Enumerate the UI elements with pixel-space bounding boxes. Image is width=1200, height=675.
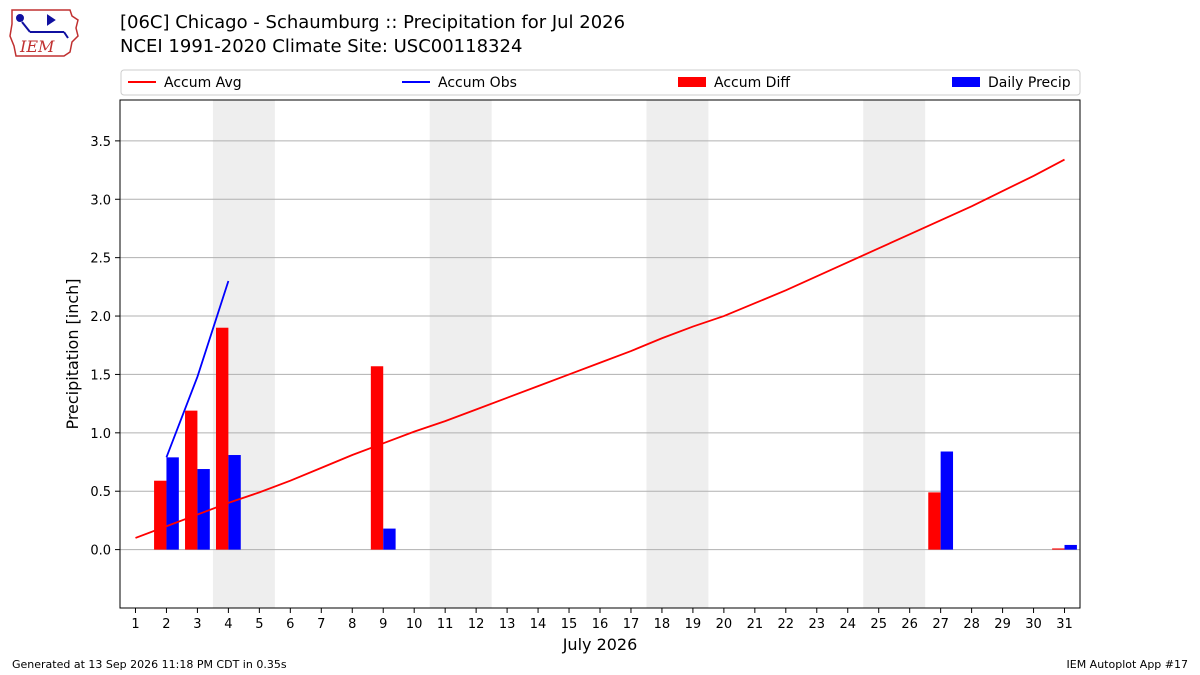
x-tick-label: 14 xyxy=(530,617,547,632)
x-tick-label: 24 xyxy=(839,617,856,632)
x-tick-label: 5 xyxy=(255,617,263,632)
legend-accum-obs-label: Accum Obs xyxy=(438,75,517,91)
y-tick-label: 0.0 xyxy=(90,544,111,559)
x-tick-label: 19 xyxy=(685,617,702,632)
x-tick-label: 15 xyxy=(561,617,578,632)
logo-text: IEM xyxy=(19,37,55,56)
accum-diff-bar xyxy=(154,480,167,550)
x-tick-label: 28 xyxy=(963,617,980,632)
legend-daily-precip-label: Daily Precip xyxy=(988,75,1071,91)
weather-symbols-icon xyxy=(16,14,69,39)
iowa-outline xyxy=(9,9,79,57)
x-tick-label: 25 xyxy=(870,617,887,632)
x-tick-label: 27 xyxy=(932,617,949,632)
accum-diff-bar xyxy=(928,492,941,550)
y-tick-label: 1.0 xyxy=(90,427,111,442)
legend-accum-diff-swatch xyxy=(678,77,706,87)
x-tick-label: 8 xyxy=(348,617,356,632)
weekend-shade xyxy=(863,100,926,608)
chart-subtitle: NCEI 1991-2020 Climate Site: USC00118324 xyxy=(120,36,523,57)
x-tick-label: 20 xyxy=(716,617,733,632)
x-tick-label: 29 xyxy=(994,617,1011,632)
x-tick-label: 31 xyxy=(1056,617,1073,632)
legend-accum-avg-label: Accum Avg xyxy=(164,75,242,91)
y-tick-label: 2.5 xyxy=(90,252,111,267)
x-tick-label: 9 xyxy=(379,617,387,632)
accum-diff-bar xyxy=(185,410,198,550)
x-tick-label: 2 xyxy=(162,617,170,632)
y-tick-label: 0.5 xyxy=(90,485,111,500)
x-tick-label: 7 xyxy=(317,617,325,632)
app-credit: IEM Autoplot App #17 xyxy=(1066,658,1189,671)
y-tick-label: 3.0 xyxy=(90,193,111,208)
chart-title: [06C] Chicago - Schaumburg :: Precipitat… xyxy=(120,12,626,33)
x-tick-label: 3 xyxy=(193,617,201,632)
y-tick-label: 2.0 xyxy=(90,310,111,325)
x-tick-label: 6 xyxy=(286,617,294,632)
iem-logo: IEM xyxy=(8,6,82,62)
accum-diff-bar xyxy=(1052,548,1065,550)
legend-box xyxy=(120,69,1081,96)
daily-precip-bar xyxy=(940,451,954,550)
x-tick-label: 30 xyxy=(1025,617,1042,632)
y-tick-label: 1.5 xyxy=(90,368,111,383)
generated-timestamp: Generated at 13 Sep 2026 11:18 PM CDT in… xyxy=(12,658,287,671)
daily-precip-bar xyxy=(1064,544,1077,550)
legend: Accum Avg Accum Obs Accum Diff Daily Precip xyxy=(120,69,1081,96)
accum-avg-line xyxy=(135,158,1065,539)
y-tick-label: 3.5 xyxy=(90,135,111,150)
y-axis-label: Precipitation [inch] xyxy=(63,278,82,429)
accum-obs-line xyxy=(165,280,230,458)
x-tick-label: 21 xyxy=(747,617,764,632)
legend-daily-precip-swatch xyxy=(952,77,980,87)
weekend-shade xyxy=(646,100,709,608)
x-tick-label: 12 xyxy=(468,617,485,632)
x-tick-label: 16 xyxy=(592,617,609,632)
daily-precip-bar xyxy=(383,528,396,550)
x-tick-label: 26 xyxy=(901,617,918,632)
x-tick-label: 23 xyxy=(809,617,826,632)
x-tick-label: 11 xyxy=(437,617,454,632)
x-tick-label: 1 xyxy=(131,617,139,632)
weekend-shade xyxy=(429,100,492,608)
x-tick-label: 10 xyxy=(406,617,423,632)
legend-accum-diff-label: Accum Diff xyxy=(714,75,790,91)
daily-precip-bar xyxy=(228,455,241,550)
accum-diff-bar xyxy=(370,366,384,550)
x-tick-label: 13 xyxy=(499,617,516,632)
x-tick-label: 22 xyxy=(778,617,795,632)
x-tick-label: 4 xyxy=(224,617,232,632)
x-axis-label: July 2026 xyxy=(562,635,638,654)
accum-diff-bar xyxy=(216,327,229,550)
daily-precip-bar xyxy=(197,469,210,550)
daily-precip-bar xyxy=(166,457,179,550)
x-tick-label: 17 xyxy=(623,617,640,632)
x-tick-label: 18 xyxy=(654,617,671,632)
